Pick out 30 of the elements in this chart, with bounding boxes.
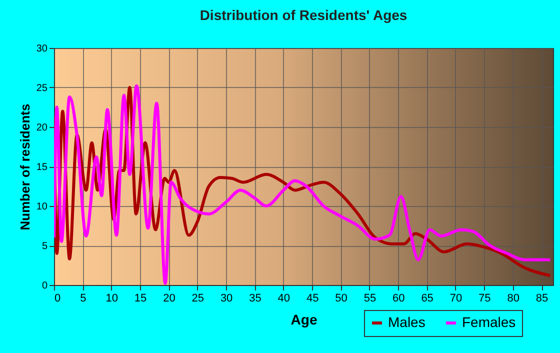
legend-label: Females (462, 314, 516, 330)
x-tick-label: 35 (249, 292, 262, 304)
y-tick-label: 0 (42, 280, 48, 292)
x-tick-label: 20 (163, 292, 176, 304)
x-tick-label: 60 (392, 292, 405, 304)
x-tick-label: 65 (421, 292, 434, 304)
y-tick-label: 25 (36, 83, 48, 94)
x-tick-label: 50 (335, 292, 348, 304)
x-tick-label: 10 (106, 292, 118, 304)
chart-title: Distribution of Residents' Ages (200, 7, 408, 23)
y-tick-label: 15 (36, 162, 48, 173)
legend-label: Males (388, 314, 426, 330)
x-tick-label: 40 (278, 292, 290, 304)
x-tick-label: 70 (450, 292, 462, 304)
x-tick-label: 30 (220, 292, 233, 304)
x-tick-label: 85 (536, 292, 548, 304)
y-tick-label: 20 (36, 122, 48, 134)
x-axis-title: Age (290, 312, 318, 328)
x-tick-label: 25 (192, 292, 204, 304)
y-axis-title: Number of residents (17, 104, 32, 230)
y-tick-label: 10 (36, 202, 48, 212)
x-tick-label: 5 (80, 292, 86, 304)
x-tick-label: 0 (54, 292, 61, 304)
y-tick-label: 30 (36, 44, 48, 54)
x-tick-label: 45 (306, 292, 319, 304)
x-tick-label: 15 (134, 292, 147, 304)
x-tick-label: 75 (478, 292, 491, 304)
x-tick-label: 80 (507, 292, 520, 304)
y-tick-label: 5 (42, 241, 48, 252)
x-tick-label: 55 (364, 292, 376, 304)
